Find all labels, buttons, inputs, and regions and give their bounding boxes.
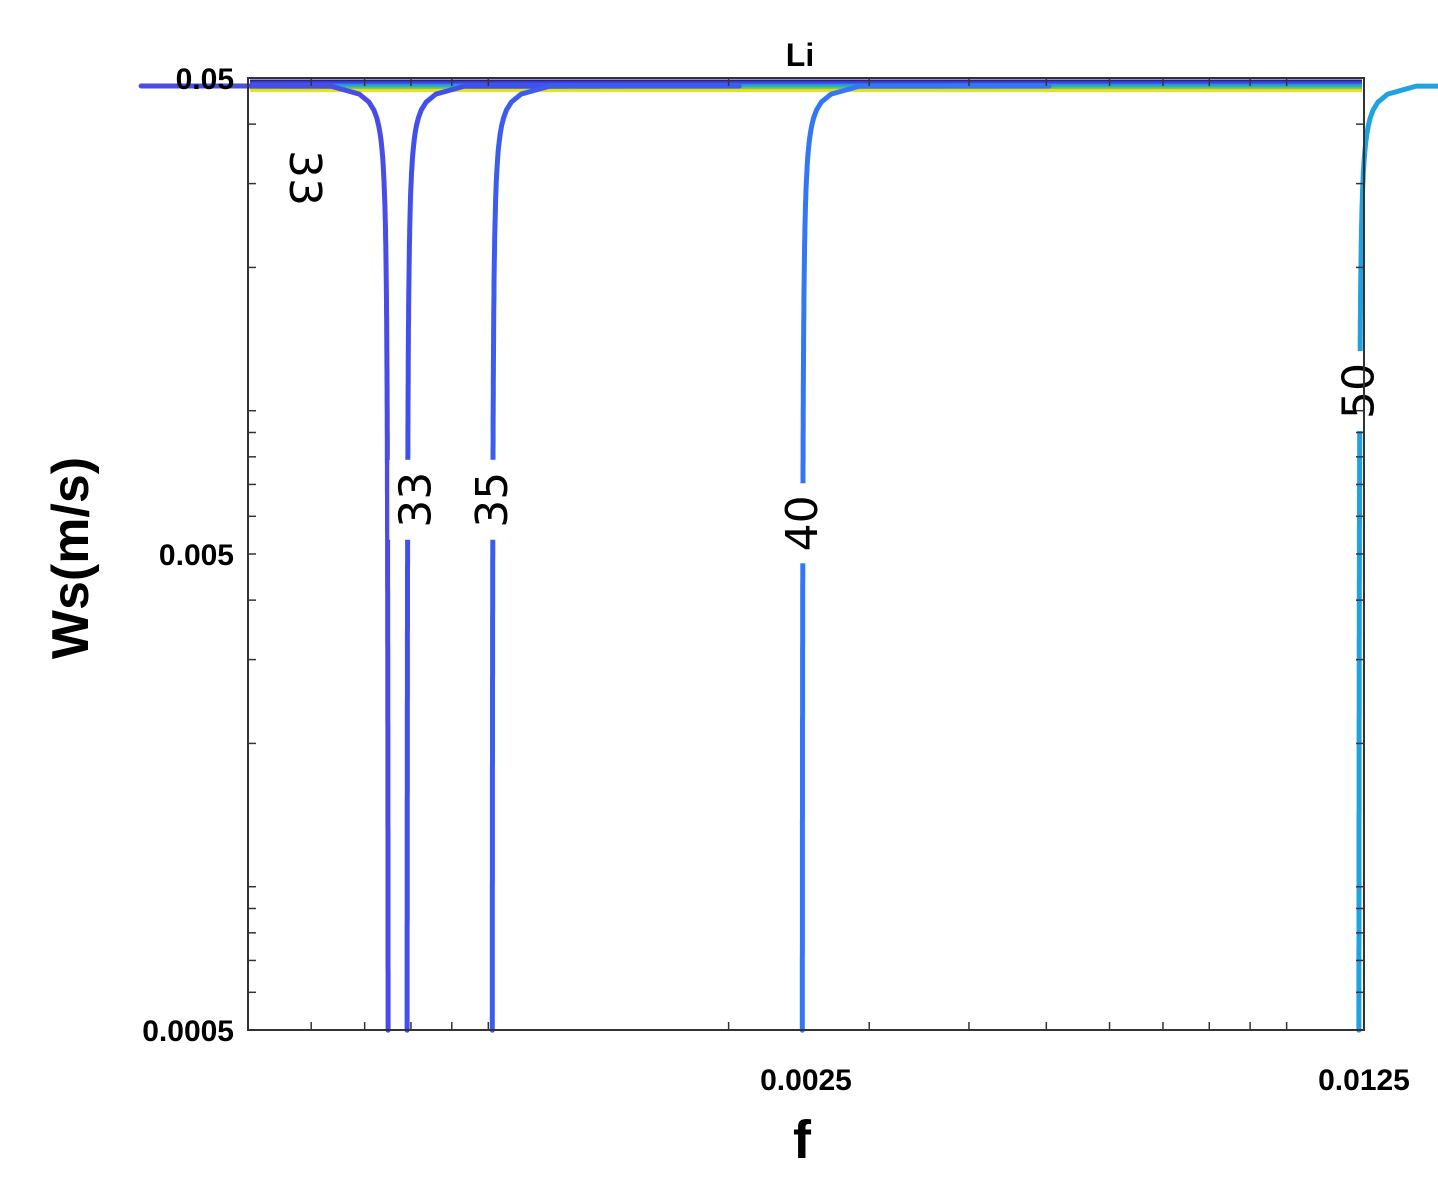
contour-line <box>404 83 657 1033</box>
contour-line <box>1356 83 1438 1033</box>
contour-label-gap <box>279 138 331 218</box>
contour-lines <box>138 79 1438 1033</box>
y-tick-labels: 0.05 0.005 0.0005 <box>142 63 234 1048</box>
y-minor-ticks <box>248 77 1364 1031</box>
contour-label-gap <box>389 459 442 540</box>
y-tick-label: 0.0005 <box>142 1015 234 1048</box>
contour-label: 40 <box>777 495 828 551</box>
contour-label-group: 35 <box>465 459 518 540</box>
chart-title: Li <box>786 37 814 73</box>
contour-label: 33 <box>279 150 330 206</box>
contour-label-group: 50 <box>1332 351 1385 432</box>
contour-label-gap <box>775 483 828 564</box>
x-tick-label: 0.0025 <box>760 1064 852 1097</box>
contour-line <box>138 83 391 1033</box>
x-tick-labels: 0.0025 0.0125 <box>760 1064 1410 1097</box>
x-minor-ticks <box>247 78 1288 1030</box>
contour-label-group: 33 <box>279 138 331 218</box>
x-axis-title: f <box>793 1110 812 1170</box>
x-tick-label: 0.0125 <box>1318 1064 1410 1097</box>
contour-label: 50 <box>1333 363 1384 419</box>
contour-label: 33 <box>390 472 441 528</box>
y-tick-label: 0.05 <box>176 63 234 96</box>
contour-label-group: 40 <box>775 483 828 564</box>
contour-line <box>489 83 742 1033</box>
contour-line <box>799 83 1052 1033</box>
y-tick-label: 0.005 <box>159 539 234 572</box>
contour-label: 35 <box>467 472 518 528</box>
contour-label-gap <box>465 459 518 540</box>
contour-labels: 33 33 35 40 50 <box>279 138 1385 564</box>
contour-label-group: 33 <box>389 459 442 540</box>
contour-label-gap <box>1332 351 1385 432</box>
y-axis-title: Ws(m/s) <box>42 457 100 659</box>
